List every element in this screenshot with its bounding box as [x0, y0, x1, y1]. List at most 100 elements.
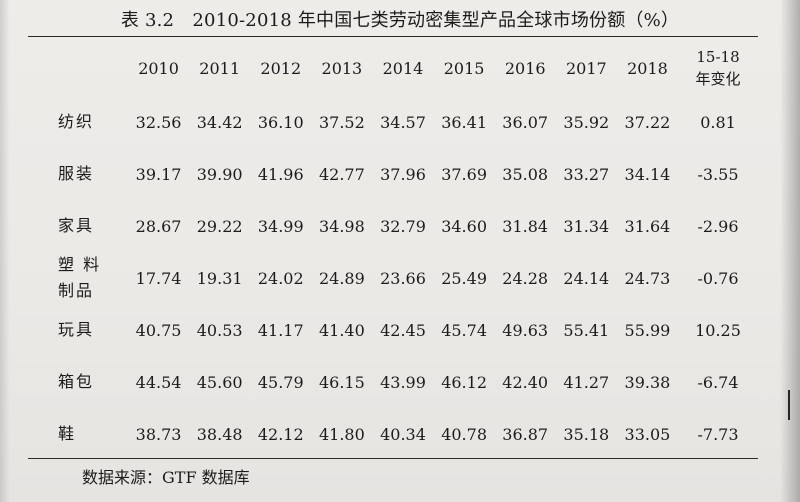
table-body: 纺织 32.56 34.42 36.10 37.52 34.57 36.41 36.07 35.… — [28, 96, 758, 460]
market-share-table: 2010 2011 2012 2013 2014 2015 2016 2017 … — [28, 40, 758, 460]
value-cell: 45.60 — [196, 372, 243, 392]
row-label-line: 鞋 — [58, 424, 77, 443]
value-cell: 40.53 — [196, 320, 243, 340]
header-year: 2017 — [565, 58, 607, 78]
table-row: 服装 39.17 39.90 41.96 42.77 37.96 37.69 35.08 33.… — [28, 148, 758, 200]
bottom-rule — [28, 458, 758, 459]
page-right-shadow — [780, 0, 800, 502]
value-cell: 35.08 — [502, 164, 549, 184]
header-change-line2: 年变化 — [695, 70, 741, 88]
header-year: 2013 — [321, 58, 363, 78]
row-label: 玩具 — [28, 304, 128, 356]
value-cell: 34.14 — [624, 164, 671, 184]
row-label-line: 制品 — [58, 281, 95, 300]
value-cell: 31.34 — [563, 216, 610, 236]
page-left-shadow — [0, 0, 10, 502]
value-cell: 28.67 — [135, 216, 182, 236]
value-cell: 45.74 — [441, 320, 487, 340]
header-year: 2010 — [138, 58, 179, 78]
value-cell: 45.79 — [257, 372, 304, 392]
value-cell: 40.75 — [135, 320, 182, 340]
value-cell: 35.18 — [563, 424, 610, 444]
value-cell: 31.84 — [502, 216, 549, 236]
row-label: 鞋 — [28, 408, 128, 460]
change-cell: -6.74 — [697, 372, 739, 392]
value-cell: 46.15 — [318, 372, 365, 392]
value-cell: 38.48 — [196, 424, 243, 444]
value-cell: 46.12 — [441, 372, 487, 392]
value-cell: 24.14 — [563, 268, 610, 288]
value-cell: 23.66 — [380, 268, 426, 288]
value-cell: 41.96 — [257, 164, 304, 184]
value-cell: 17.74 — [135, 268, 182, 288]
table-title: 表 3.2 2010-2018 年中国七类劳动密集型产品全球市场份额（%） — [120, 10, 680, 31]
table-row: 塑 料制品 17.74 19.31 24.02 24.89 23.66 25.49 24.28… — [28, 252, 758, 304]
value-cell: 42.12 — [257, 424, 304, 444]
value-cell: 42.40 — [502, 372, 549, 392]
value-cell: 39.90 — [196, 164, 243, 184]
value-cell: 19.31 — [196, 268, 243, 288]
value-cell: 39.17 — [135, 164, 182, 184]
value-cell: 34.42 — [196, 112, 243, 132]
value-cell: 24.02 — [257, 268, 304, 288]
value-cell: 55.41 — [563, 320, 610, 340]
row-label: 塑 料制品 — [28, 252, 128, 304]
value-cell: 39.38 — [624, 372, 671, 392]
change-cell: -3.55 — [697, 164, 739, 184]
header-year: 2018 — [627, 58, 668, 78]
header-change: 15-18 年变化 — [678, 40, 758, 96]
row-label-line: 塑 料 — [58, 255, 102, 274]
value-cell: 38.73 — [135, 424, 182, 444]
value-cell: 33.27 — [563, 164, 610, 184]
value-cell: 40.34 — [380, 424, 426, 444]
value-cell: 29.22 — [196, 216, 243, 236]
value-cell: 42.77 — [318, 164, 365, 184]
change-cell: -0.76 — [697, 268, 739, 288]
header-year: 2015 — [443, 58, 485, 78]
table-row: 纺织 32.56 34.42 36.10 37.52 34.57 36.41 36.07 35.… — [28, 96, 758, 148]
value-cell: 55.99 — [624, 320, 671, 340]
row-label-line: 纺织 — [58, 112, 95, 131]
value-cell: 37.52 — [318, 112, 365, 132]
value-cell: 34.57 — [380, 112, 426, 132]
header-year: 2014 — [382, 58, 424, 78]
value-cell: 32.56 — [135, 112, 182, 132]
value-cell: 41.80 — [318, 424, 365, 444]
value-cell: 44.54 — [135, 372, 182, 392]
value-cell: 41.40 — [318, 320, 365, 340]
value-cell: 36.07 — [502, 112, 549, 132]
row-label: 服装 — [28, 148, 128, 200]
value-cell: 32.79 — [380, 216, 426, 236]
top-rule — [28, 36, 758, 37]
header-year: 2016 — [504, 58, 546, 78]
row-label-line: 箱包 — [58, 372, 95, 391]
header-change-line1: 15-18 — [696, 48, 740, 66]
value-cell: 24.28 — [502, 268, 549, 288]
change-cell: -2.96 — [697, 216, 739, 236]
change-cell: -7.73 — [697, 424, 739, 444]
row-label: 家具 — [28, 200, 128, 252]
table-row: 箱包 44.54 45.60 45.79 46.15 43.99 46.12 42.40 41.… — [28, 356, 758, 408]
row-label-line: 服装 — [58, 164, 95, 183]
header-year: 2012 — [260, 58, 302, 78]
value-cell: 36.41 — [441, 112, 487, 132]
header-row: 2010 2011 2012 2013 2014 2015 2016 2017 … — [28, 40, 758, 96]
table-row: 玩具 40.75 40.53 41.17 41.40 42.45 45.74 49.63 55.… — [28, 304, 758, 356]
value-cell: 37.96 — [380, 164, 426, 184]
value-cell: 43.99 — [380, 372, 426, 392]
binding-mark — [788, 390, 790, 420]
value-cell: 36.87 — [502, 424, 549, 444]
row-label-line: 玩具 — [58, 320, 95, 339]
value-cell: 24.73 — [624, 268, 671, 288]
change-cell: 10.25 — [695, 320, 741, 340]
table-row: 鞋 38.73 38.48 42.12 41.80 40.34 40.78 36.87 35.1… — [28, 408, 758, 460]
value-cell: 41.27 — [563, 372, 610, 392]
value-cell: 33.05 — [624, 424, 671, 444]
value-cell: 42.45 — [380, 320, 426, 340]
value-cell: 24.89 — [318, 268, 365, 288]
change-cell: 0.81 — [700, 112, 736, 132]
value-cell: 37.69 — [441, 164, 487, 184]
header-blank — [28, 40, 128, 96]
row-label: 箱包 — [28, 356, 128, 408]
